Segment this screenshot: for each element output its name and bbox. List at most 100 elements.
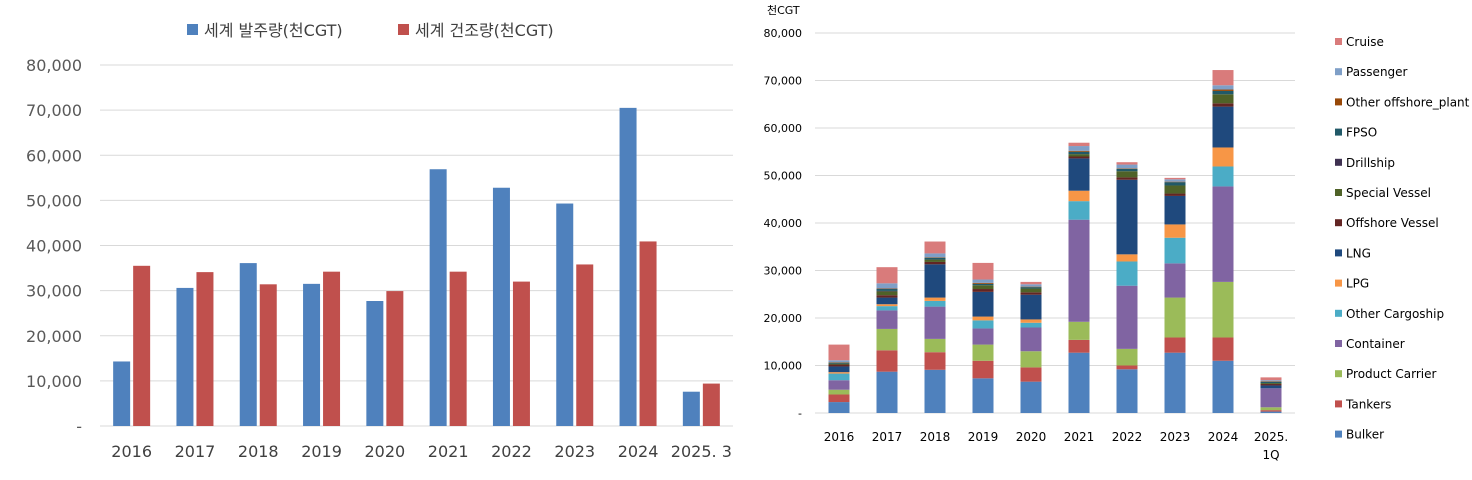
stack-segment-other-cargoship-5 [1068, 201, 1090, 220]
y-tick-label: 10,000 [26, 372, 82, 391]
bar-deliveries-4 [386, 291, 404, 426]
bar-orders-6 [492, 187, 510, 426]
stack-segment-product-carrier-3 [972, 344, 994, 361]
y-tick-label: 20,000 [26, 327, 82, 346]
legend-label: Passenger [1346, 65, 1408, 79]
stack-segment-bulker-9 [1260, 411, 1282, 413]
stack-segment-cruise-4 [1020, 281, 1042, 285]
legend-label: Product Carrier [1346, 367, 1436, 381]
x-tick-label: 2019 [968, 430, 999, 444]
stack-segment-passenger-0 [828, 360, 850, 363]
stack-segment-tankers-3 [972, 360, 994, 379]
legend-label: Drillship [1346, 156, 1395, 170]
y-tick-label: 20,000 [764, 312, 803, 325]
x-tick-label: 2024 [1208, 430, 1239, 444]
legend-label: LNG [1346, 246, 1371, 260]
stack-segment-special-vessel-9 [1260, 383, 1282, 385]
stack-segment-lpg-7 [1164, 224, 1186, 238]
legend-label: Other Cargoship [1346, 307, 1444, 321]
stack-segment-bulker-6 [1116, 369, 1138, 413]
y-tick-label: 30,000 [26, 282, 82, 301]
stack-segment-product-carrier-2 [924, 338, 946, 353]
stack-segment-product-carrier-0 [828, 389, 850, 395]
legend-swatch [1335, 38, 1342, 45]
stack-segment-lng-0 [828, 366, 850, 373]
stack-segment-passenger-3 [972, 279, 994, 283]
legend-swatch [1335, 400, 1342, 408]
y-tick-label: 70,000 [764, 75, 803, 88]
stack-segment-container-4 [1020, 327, 1042, 352]
stack-segment-passenger-7 [1164, 179, 1186, 182]
stack-segment-other-offshore-plant-3 [972, 282, 994, 284]
stack-segment-lpg-2 [924, 297, 946, 301]
x-tick-label: 2016 [824, 430, 855, 444]
stack-segment-other-cargoship-8 [1212, 166, 1234, 187]
stack-segment-tankers-0 [828, 394, 850, 403]
y-tick-label: 80,000 [764, 27, 803, 40]
bar-orders-2 [239, 263, 257, 426]
legend-label: Bulker [1346, 428, 1384, 442]
x-tick-label: 2025. [1254, 430, 1288, 444]
stack-segment-other-offshore-plant-8 [1212, 89, 1234, 91]
stack-segment-lng-1 [876, 297, 898, 305]
stack-segment-container-2 [924, 306, 946, 339]
bar-deliveries-6 [512, 281, 530, 426]
legend-swatch [1335, 189, 1342, 196]
stack-segment-product-carrier-1 [876, 328, 898, 351]
stack-segment-special-vessel-6 [1116, 171, 1138, 178]
stack-segment-bulker-4 [1020, 381, 1042, 413]
legend-swatch [1335, 98, 1342, 106]
legend-label: Offshore Vessel [1346, 216, 1439, 230]
stack-segment-other-cargoship-2 [924, 300, 946, 307]
stack-segment-other-cargoship-3 [972, 320, 994, 329]
stack-segment-offshore-vessel-1 [876, 295, 898, 298]
legend-label: Cruise [1346, 35, 1384, 49]
stack-segment-other-offshore-plant-5 [1068, 150, 1090, 152]
stack-segment-offshore-vessel-7 [1164, 193, 1186, 196]
x-tick-label: 2024 [618, 442, 659, 461]
stack-segment-lng-3 [972, 291, 994, 317]
bar-deliveries-5 [449, 271, 467, 426]
stack-segment-lng-2 [924, 264, 946, 298]
stack-segment-tankers-4 [1020, 367, 1042, 382]
y-tick-label: 60,000 [764, 122, 803, 135]
stack-segment-bulker-1 [876, 371, 898, 413]
x-tick-label: 1Q [1262, 448, 1279, 462]
stack-segment-product-carrier-5 [1068, 321, 1090, 340]
stack-segment-cruise-5 [1068, 142, 1090, 147]
stack-segment-tankers-9 [1260, 410, 1282, 412]
stack-segment-lng-9 [1260, 385, 1282, 389]
legend-swatch [1335, 370, 1342, 378]
stack-segment-tankers-2 [924, 352, 946, 370]
stack-segment-special-vessel-5 [1068, 154, 1090, 157]
stack-segment-cruise-1 [876, 267, 898, 284]
bar-deliveries-1 [196, 272, 214, 426]
x-tick-label: 2017 [175, 442, 216, 461]
stack-segment-offshore-vessel-9 [1260, 384, 1282, 386]
legend-swatch [1335, 158, 1342, 166]
y-unit-label: 천CGT [767, 3, 800, 17]
stack-segment-special-vessel-4 [1020, 288, 1042, 293]
legend-label: LPG [1346, 277, 1369, 291]
stack-segment-offshore-vessel-6 [1116, 177, 1138, 180]
stack-segment-special-vessel-0 [828, 363, 850, 365]
bar-orders-1 [176, 287, 194, 426]
stack-segment-cruise-8 [1212, 70, 1234, 86]
right-chart: 천CGT - 10,000 20,000 30,000 40,000 50,000 60,00… [745, 0, 1472, 480]
stack-segment-cruise-6 [1116, 162, 1138, 165]
legend-label: 세계 발주량(천CGT) [204, 21, 343, 40]
stack-segment-special-vessel-2 [924, 259, 946, 262]
stack-segment-fpso-7 [1164, 182, 1186, 186]
stack-segment-other-cargoship-6 [1116, 261, 1138, 286]
stack-segment-cruise-0 [828, 344, 850, 361]
stack-segment-fpso-1 [876, 289, 898, 291]
stack-segment-bulker-3 [972, 378, 994, 413]
stack-segment-container-9 [1260, 388, 1282, 408]
stack-segment-offshore-vessel-3 [972, 289, 994, 292]
bar-deliveries-7 [576, 264, 594, 426]
legend-label: Container [1346, 337, 1405, 351]
legend-swatch [1335, 309, 1342, 317]
x-tick-label: 2020 [364, 442, 405, 461]
stack-segment-lpg-1 [876, 304, 898, 307]
stack-segment-container-5 [1068, 219, 1090, 322]
